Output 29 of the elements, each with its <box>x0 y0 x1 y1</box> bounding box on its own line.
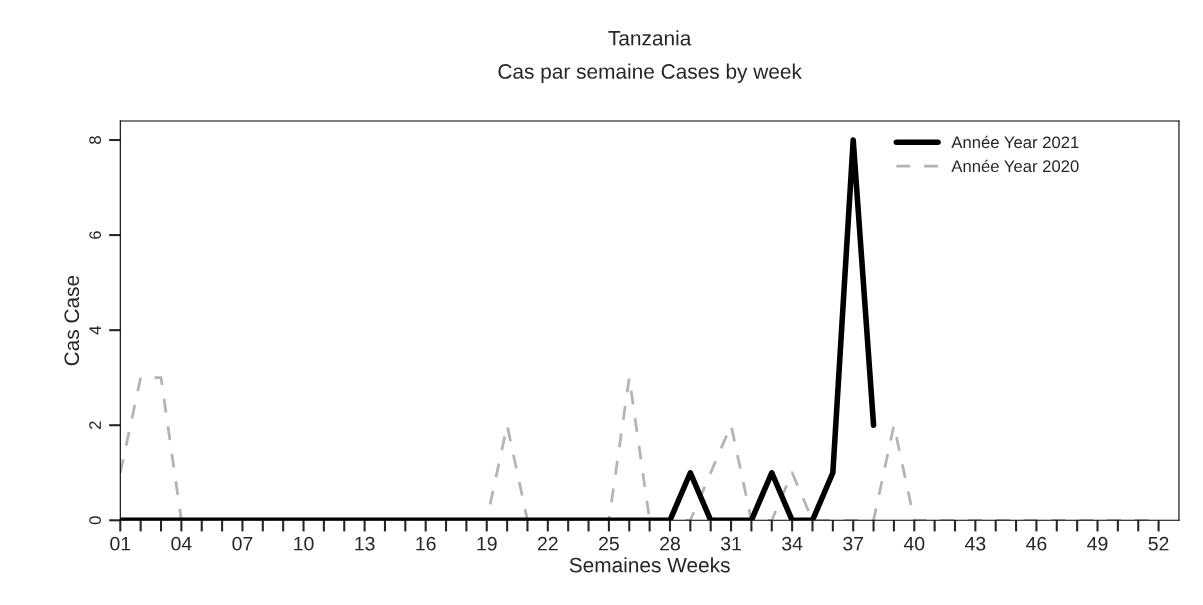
x-tick-label: 07 <box>232 536 253 551</box>
legend-label: Année Year 2021 <box>951 135 1079 149</box>
x-tick-label: 49 <box>1087 536 1108 551</box>
y-tick-label: 8 <box>89 136 102 144</box>
x-tick-label: 28 <box>660 536 680 551</box>
x-tick-label: 25 <box>599 536 619 551</box>
x-tick-label: 37 <box>843 536 864 551</box>
x-axis-title: Semaines Weeks <box>569 557 730 573</box>
x-tick-label: 10 <box>294 536 314 551</box>
y-tick-label: 4 <box>89 326 101 335</box>
x-tick-label: 01 <box>110 536 131 551</box>
x-tick-label: 04 <box>171 536 192 551</box>
x-tick-label: 22 <box>537 536 558 551</box>
x-tick-label: 34 <box>782 536 803 551</box>
y-tick-label: 0 <box>89 516 102 525</box>
x-tick-label: 16 <box>416 536 436 551</box>
chart-title: Tanzania <box>608 30 692 46</box>
x-tick-label: 31 <box>720 536 741 551</box>
x-tick-label: 52 <box>1148 536 1169 551</box>
chart-subtitle: Cas par semaine Cases by week <box>498 63 802 83</box>
x-tick-label: 43 <box>964 536 986 551</box>
y-axis-title: Cas Case <box>64 275 80 366</box>
x-tick-label: 19 <box>477 536 497 551</box>
legend-label: Année Year 2020 <box>951 159 1079 173</box>
y-tick-label: 6 <box>89 231 102 239</box>
x-tick-label: 46 <box>1026 536 1047 551</box>
x-tick-label: 13 <box>355 536 375 551</box>
x-tick-label: 40 <box>903 536 925 551</box>
y-tick-label: 2 <box>89 421 101 430</box>
